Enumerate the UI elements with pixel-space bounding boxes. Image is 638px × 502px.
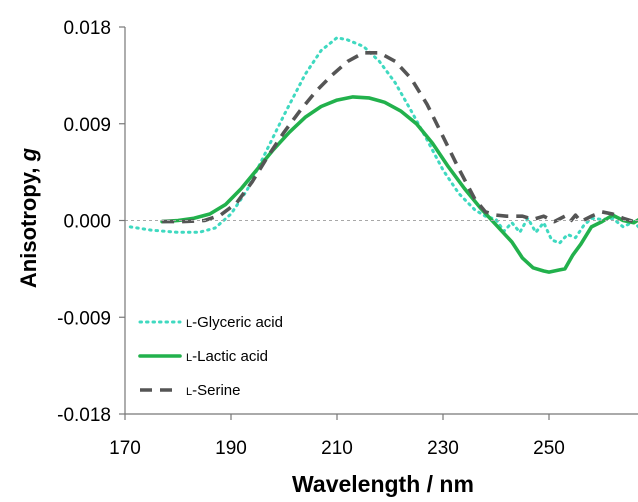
legend-label-suffix: -Lactic acid — [192, 348, 268, 365]
x-ticks-group: 170190210230250270 — [109, 414, 565, 459]
x-tick-label: 250 — [533, 438, 565, 459]
y-tick-label: -0.018 — [57, 405, 111, 426]
x-tick-label: 230 — [427, 438, 459, 459]
legend-label-prefix: L — [186, 352, 192, 364]
y-axis-label-main: Anisotropy, — [16, 161, 41, 288]
legend-label: L-Serine — [186, 382, 240, 399]
y-tick-label: 0.018 — [63, 18, 111, 39]
y-tick-label: 0.009 — [63, 115, 111, 136]
y-ticks-group: 0.018 0.009 0.000 -0.009 -0.018 — [57, 18, 125, 426]
x-tick-label: 210 — [321, 438, 353, 459]
y-axis-label-symbol: g — [16, 147, 41, 162]
legend-label: L-Lactic acid — [186, 348, 268, 365]
series-lines-group — [128, 36, 638, 274]
series-line — [160, 95, 638, 274]
x-tick-label: 190 — [215, 438, 247, 459]
series-line — [128, 36, 638, 245]
y-tick-label: -0.009 — [57, 308, 111, 329]
legend-label: L-Glyceric acid — [186, 314, 283, 331]
legend-label-prefix: L — [186, 318, 192, 330]
legend-label-suffix: -Glyceric acid — [192, 314, 283, 331]
series-line — [162, 51, 638, 224]
x-tick-label: 170 — [109, 438, 141, 459]
x-axis-label: Wavelength / nm — [292, 471, 474, 497]
y-axis-label: Anisotropy, g — [16, 147, 41, 288]
legend-label-prefix: L — [186, 386, 192, 398]
y-tick-label: 0.000 — [63, 212, 111, 233]
legend-label-suffix: -Serine — [192, 382, 240, 399]
